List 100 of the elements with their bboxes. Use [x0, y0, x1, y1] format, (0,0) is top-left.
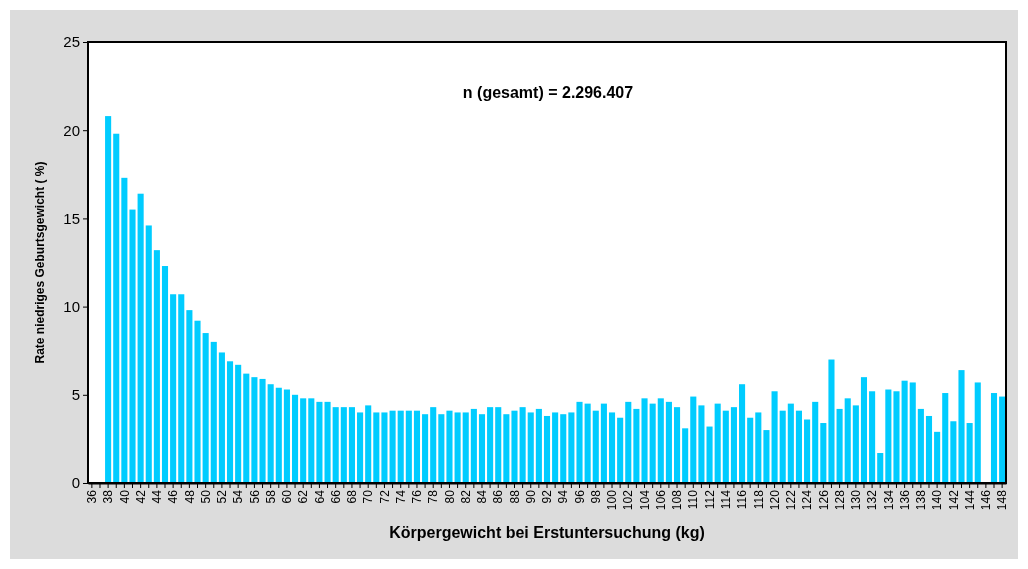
x-tick-label: 136 [897, 489, 912, 511]
bar [836, 408, 843, 483]
bar [665, 401, 672, 483]
bar [332, 407, 339, 483]
x-tick-label: 144 [962, 489, 977, 511]
bar [316, 401, 323, 483]
x-tick-label: 84 [475, 489, 490, 504]
bar [153, 250, 160, 483]
bar [137, 193, 144, 483]
bar [243, 373, 250, 483]
bar [552, 412, 559, 483]
bar [308, 398, 315, 483]
bar [389, 410, 396, 483]
bar [690, 396, 697, 483]
bar [275, 387, 282, 483]
bar [267, 384, 274, 483]
x-tick-label: 40 [117, 489, 132, 504]
bar [942, 393, 949, 483]
x-tick-label: 90 [523, 489, 538, 504]
x-tick-label: 66 [328, 489, 343, 504]
bar [917, 408, 924, 483]
bar [600, 403, 607, 483]
bar [730, 407, 737, 483]
bar [966, 423, 973, 483]
bar [543, 415, 551, 483]
bar [462, 412, 469, 483]
bar [625, 401, 632, 483]
bar [925, 415, 933, 483]
x-tick-label: 78 [426, 489, 441, 504]
bar [560, 414, 567, 483]
x-tick-label: 148 [995, 489, 1010, 511]
bar [608, 412, 616, 483]
bar [852, 405, 859, 483]
bar [974, 382, 981, 483]
bar [893, 391, 900, 483]
bar [186, 310, 193, 483]
bar [487, 407, 494, 483]
bar [885, 389, 892, 483]
x-tick-label: 54 [231, 489, 246, 504]
bar [535, 408, 542, 483]
bar [617, 417, 624, 483]
x-tick-label: 62 [296, 489, 311, 504]
bar [576, 401, 583, 483]
bar [909, 382, 916, 483]
bar [568, 412, 575, 483]
bar [698, 405, 705, 483]
bar [934, 431, 941, 483]
x-tick-label: 96 [572, 489, 587, 504]
bar [787, 403, 794, 483]
x-tick-label: 122 [784, 489, 799, 511]
annotation: n (gesamt) = 2.296.407 [462, 84, 634, 101]
x-tick-label: 76 [410, 489, 425, 504]
bar [422, 414, 429, 483]
bar [170, 294, 177, 483]
y-tick-label: 25 [63, 33, 80, 51]
bar [218, 352, 225, 483]
bar [178, 294, 185, 483]
bar [438, 414, 445, 483]
x-tick-label: 142 [946, 489, 961, 511]
bar [503, 414, 510, 483]
bar [828, 359, 835, 483]
x-tick-label: 138 [914, 489, 929, 511]
bar [454, 412, 461, 483]
bar [365, 405, 372, 483]
x-tick-label: 48 [182, 489, 197, 504]
x-tick-label: 106 [653, 489, 668, 511]
bar [121, 177, 128, 483]
bar [397, 410, 404, 483]
bar [747, 417, 754, 483]
bar [771, 391, 778, 483]
bar [641, 398, 648, 483]
bar [161, 266, 169, 483]
bar [739, 384, 746, 483]
x-tick-label: 112 [702, 489, 717, 510]
bar [446, 410, 453, 483]
x-tick-label: 56 [247, 489, 262, 504]
bar [990, 393, 998, 483]
x-tick-label: 140 [930, 489, 945, 511]
x-tick-label: 64 [312, 489, 327, 504]
bar [844, 398, 851, 483]
bar [795, 410, 802, 483]
bar [763, 430, 770, 483]
bar [324, 401, 331, 483]
x-axis-title: Körpergewicht bei Erstuntersuchung (kg) [389, 524, 705, 541]
bar [113, 133, 120, 483]
bar [877, 453, 884, 483]
x-tick-label: 50 [198, 489, 213, 504]
bar [714, 403, 721, 483]
x-tick-label: 68 [345, 489, 360, 504]
x-tick-label: 36 [85, 489, 100, 504]
bar [860, 377, 868, 483]
x-tick-label: 98 [588, 489, 603, 504]
x-tick-label: 58 [263, 489, 278, 504]
bar [495, 407, 502, 483]
x-tick-label: 108 [670, 489, 685, 511]
bar [812, 401, 819, 483]
bar [869, 391, 876, 483]
x-tick-label: 72 [377, 489, 392, 504]
bar [755, 412, 762, 483]
x-tick-label: 38 [101, 489, 116, 504]
